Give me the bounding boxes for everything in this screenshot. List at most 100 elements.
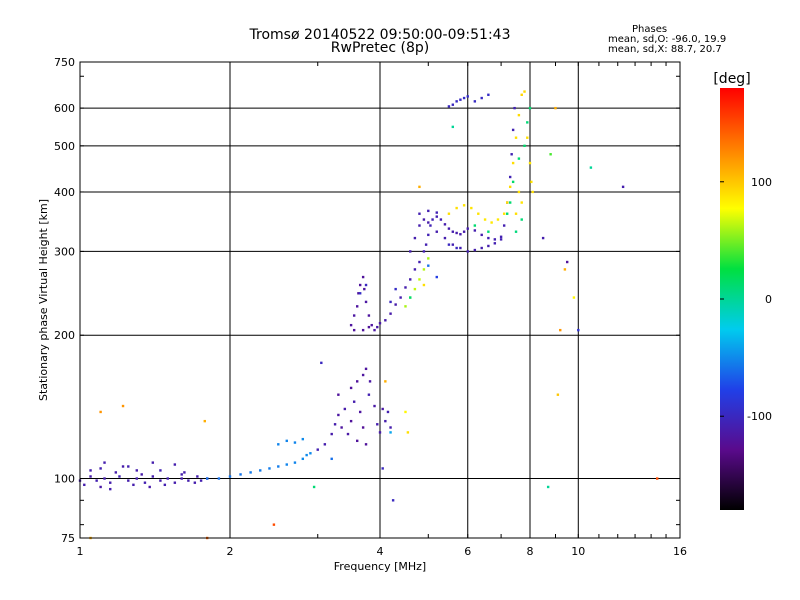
data-point	[364, 367, 368, 371]
data-point	[477, 212, 480, 215]
data-point	[89, 469, 92, 472]
data-point	[470, 206, 473, 210]
data-point	[159, 469, 162, 472]
data-point	[121, 404, 125, 408]
colorbar-tick-label: 100	[751, 176, 772, 189]
data-point	[293, 461, 297, 464]
data-point	[409, 296, 412, 299]
data-point	[427, 209, 430, 213]
y-tick-label: 100	[54, 473, 75, 486]
data-point	[517, 190, 521, 194]
data-point	[373, 328, 376, 332]
data-point	[205, 477, 209, 480]
data-point	[451, 230, 455, 233]
data-point	[418, 260, 421, 264]
data-point	[487, 93, 490, 96]
data-point	[520, 201, 523, 204]
data-point	[333, 423, 337, 426]
data-point	[413, 236, 417, 240]
data-point	[376, 423, 379, 426]
data-point	[480, 96, 483, 100]
data-point	[389, 426, 392, 429]
data-point	[364, 300, 368, 304]
data-point	[459, 98, 462, 101]
data-point	[358, 410, 362, 414]
data-point	[480, 246, 483, 250]
data-point	[305, 453, 308, 457]
data-point	[502, 212, 506, 215]
data-point	[514, 230, 518, 233]
data-point	[565, 260, 569, 264]
data-point	[466, 250, 469, 253]
data-point	[455, 206, 458, 210]
x-tick-label: 8	[527, 545, 534, 558]
y-tick-label: 600	[54, 102, 75, 115]
data-point	[429, 224, 432, 227]
data-point	[367, 325, 371, 329]
data-point	[424, 243, 428, 246]
data-point	[531, 190, 534, 194]
data-point	[528, 161, 532, 165]
y-axis-ticks: 750 600 500 400 300 200 100 75	[54, 56, 680, 545]
stats-title: Phases	[632, 24, 668, 35]
data-point	[364, 283, 368, 287]
data-point	[487, 244, 490, 248]
data-point	[109, 481, 112, 484]
data-point	[404, 305, 407, 308]
data-point	[508, 185, 512, 189]
data-point	[293, 441, 297, 444]
data-point	[361, 373, 365, 377]
x-tick-label: 10	[571, 545, 585, 558]
data-point	[259, 469, 262, 472]
data-point	[352, 314, 356, 317]
data-point	[367, 393, 371, 396]
data-point	[462, 96, 466, 100]
data-point	[520, 93, 523, 96]
data-point	[435, 230, 438, 233]
data-point	[418, 185, 421, 189]
data-point	[549, 153, 552, 156]
data-point	[103, 477, 106, 480]
data-point	[505, 212, 509, 215]
data-point	[323, 443, 327, 446]
data-point	[473, 100, 477, 103]
data-point	[135, 469, 138, 472]
data-point	[487, 236, 490, 240]
data-point	[355, 439, 359, 443]
data-points	[78, 90, 659, 540]
x-tick-label: 2	[227, 545, 234, 558]
data-point	[373, 404, 376, 408]
data-point	[217, 477, 221, 480]
data-point	[95, 479, 98, 482]
data-point	[473, 224, 477, 227]
data-point	[159, 479, 162, 482]
data-point	[404, 286, 407, 289]
colorbar: [deg] 100 0 -100	[713, 71, 772, 510]
data-point	[363, 287, 366, 291]
data-point	[466, 95, 469, 98]
data-point	[517, 157, 521, 160]
data-point	[114, 471, 118, 474]
data-point	[357, 292, 360, 295]
data-point	[520, 218, 523, 221]
data-point	[140, 473, 143, 476]
data-point	[173, 481, 177, 484]
data-point	[151, 461, 155, 464]
data-point	[422, 250, 426, 253]
data-point	[511, 180, 515, 184]
data-point	[443, 223, 447, 226]
data-point	[355, 305, 359, 308]
data-point	[499, 235, 503, 238]
data-point	[272, 523, 276, 526]
data-point	[180, 477, 183, 480]
data-point	[330, 432, 333, 436]
data-point	[427, 264, 430, 267]
data-point	[466, 227, 469, 230]
data-point	[368, 380, 372, 383]
x-axis-ticks: 1 2 4 6 8 10 16	[77, 62, 687, 558]
data-point	[349, 323, 353, 327]
data-point	[418, 278, 421, 281]
data-point	[480, 233, 483, 237]
data-point	[381, 407, 384, 411]
data-point	[528, 106, 532, 110]
